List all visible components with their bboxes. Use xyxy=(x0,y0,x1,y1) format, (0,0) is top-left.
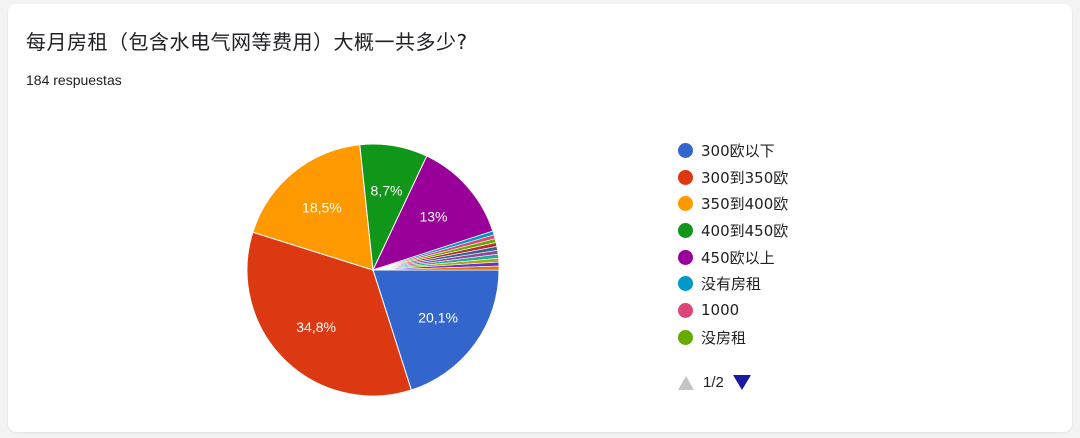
response-count: 184 respuestas xyxy=(26,72,122,88)
pie-slice[interactable] xyxy=(372,155,494,271)
legend-label: 1000 xyxy=(701,301,740,320)
legend-swatch-icon xyxy=(678,276,693,292)
chart-legend: 300欧以下 300到350欧 350到400欧 400到450欧 450欧以上 没有房租… xyxy=(678,137,788,351)
legend-swatch-icon xyxy=(678,249,693,265)
legend-swatch-icon xyxy=(678,196,693,212)
legend-prev-arrow-icon[interactable] xyxy=(678,375,694,390)
legend-label: 450欧以上 xyxy=(701,248,775,267)
pie-slice[interactable] xyxy=(372,269,500,391)
slice-data-label: 13% xyxy=(419,209,447,225)
legend-swatch-icon xyxy=(678,142,693,158)
legend-label: 350到400欧 xyxy=(701,195,789,214)
legend-label: 没房租 xyxy=(701,328,747,347)
legend-label: 没有房租 xyxy=(701,275,762,294)
legend-item[interactable]: 1000 xyxy=(678,297,788,324)
legend-pager: 1/2 xyxy=(678,374,751,391)
legend-item[interactable]: 没有房租 xyxy=(678,270,788,297)
legend-item[interactable]: 400到450欧 xyxy=(678,217,788,244)
pie-slice[interactable] xyxy=(372,265,500,271)
legend-swatch-icon xyxy=(678,222,693,238)
slice-data-label: 18,5% xyxy=(302,200,342,216)
legend-item[interactable]: 300到350欧 xyxy=(678,164,788,191)
legend-item[interactable]: 450欧以上 xyxy=(678,244,788,271)
slice-data-label: 20,1% xyxy=(418,310,458,326)
legend-swatch-icon xyxy=(678,329,693,345)
legend-label: 400到450欧 xyxy=(701,221,789,240)
question-title: 每月房租（包含水电气网等费用）大概一共多少? xyxy=(26,30,468,54)
pie-slice[interactable] xyxy=(246,231,412,397)
legend-item[interactable]: 350到400欧 xyxy=(678,190,788,217)
legend-page-label: 1/2 xyxy=(703,374,724,391)
legend-next-arrow-icon[interactable] xyxy=(732,375,751,390)
legend-label: 300到350欧 xyxy=(701,168,789,187)
chart-card xyxy=(8,4,1072,432)
legend-swatch-icon xyxy=(678,302,693,318)
slice-data-label: 8,7% xyxy=(371,183,403,199)
slice-data-label: 34,8% xyxy=(296,319,336,335)
legend-swatch-icon xyxy=(678,169,693,185)
legend-label: 300欧以下 xyxy=(701,141,775,160)
legend-item[interactable]: 300欧以下 xyxy=(678,137,788,164)
pie-slice[interactable] xyxy=(252,144,374,271)
legend-item[interactable]: 没房租 xyxy=(678,324,788,351)
